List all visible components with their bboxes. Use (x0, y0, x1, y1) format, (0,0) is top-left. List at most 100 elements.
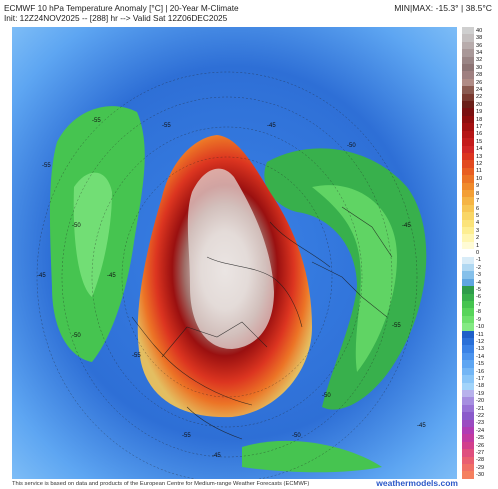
map-title: ECMWF 10 hPa Temperature Anomaly [°C] | … (4, 3, 239, 13)
color-scale-tick-label: 17 (476, 124, 483, 131)
color-scale-swatch (462, 293, 474, 302)
color-scale-swatch (462, 64, 474, 72)
brand-link[interactable]: weathermodels.com (376, 478, 458, 488)
color-scale-swatch (462, 367, 474, 376)
contour-label: -55 (392, 323, 401, 329)
color-scale-tick-label: -4 (476, 279, 481, 286)
color-scale-swatch (462, 34, 474, 42)
color-scale-swatch (462, 352, 474, 361)
color-scale-tick-label: -16 (476, 368, 485, 375)
green-area-south-strip (242, 440, 382, 473)
contour-label: -45 (267, 123, 276, 129)
color-scale-tick-label: -9 (476, 316, 481, 323)
color-scale-tick-label: 22 (476, 94, 483, 101)
contour-label: -55 (182, 433, 191, 439)
color-scale-swatch (462, 138, 474, 146)
temperature-anomaly-map: -55 -50 -45 -55 -45 -50 -55 -45 -50 -45 -55 -50 -45 -… (12, 27, 457, 479)
color-scale-tick-label: -25 (476, 435, 485, 442)
color-scale-swatch (462, 338, 474, 346)
data-credit: This service is based on data and produc… (12, 481, 310, 487)
color-scale-tick-label: -22 (476, 413, 485, 420)
color-scale-swatch (462, 197, 474, 205)
contour-label: -45 (107, 273, 116, 279)
color-scale-swatch (462, 115, 474, 124)
color-scale-swatch (462, 315, 474, 324)
contour-label: -55 (132, 353, 141, 359)
color-scale-tick-label: 13 (476, 153, 483, 160)
contour-label: -55 (162, 123, 171, 129)
contour-label: -55 (42, 163, 51, 169)
contour-label: -55 (92, 118, 101, 124)
color-scale-swatch (462, 256, 474, 264)
color-scale-tick-label: 26 (476, 79, 483, 86)
color-scale-tick-label: -6 (476, 294, 481, 301)
color-scale-swatch (462, 456, 474, 464)
color-scale-swatch (462, 463, 474, 472)
color-scale-swatch (462, 449, 474, 457)
color-scale-swatch (462, 93, 474, 102)
color-scale-tick-label: -27 (476, 450, 485, 457)
color-scale-tick-label: 19 (476, 109, 483, 116)
color-scale-tick-label: -3 (476, 272, 481, 279)
color-scale-tick-label: -18 (476, 383, 485, 390)
color-scale-swatch (462, 78, 474, 87)
color-scale-swatch (462, 412, 474, 420)
color-scale-tick-label: -28 (476, 457, 485, 464)
color-scale-swatch (462, 108, 474, 116)
color-scale-swatch (462, 397, 474, 405)
color-scale-tick-label: -19 (476, 390, 485, 397)
color-scale-tick-label: 11 (476, 168, 482, 175)
color-scale-swatch (462, 175, 474, 183)
contour-label: -45 (402, 223, 411, 229)
color-scale-tick-label: 2 (476, 235, 480, 242)
color-scale-swatch (462, 160, 474, 168)
color-scale-tick-label: 40 (476, 27, 483, 34)
color-scale-swatch (462, 226, 474, 235)
color-scale-swatch (462, 241, 474, 250)
color-scale-tick-label: 14 (476, 146, 483, 153)
color-scale-swatch (462, 345, 474, 353)
color-scale-swatch (462, 330, 474, 339)
color-scale-tick-label: 7 (476, 198, 480, 205)
green-area-asia-core (312, 185, 397, 372)
color-scale-swatch (462, 271, 474, 279)
color-scale-tick-label: 8 (476, 190, 480, 197)
color-scale-tick-label: 18 (476, 116, 483, 123)
contour-label: -50 (322, 393, 331, 399)
color-scale-swatch (462, 426, 474, 435)
color-scale-tick-label: -7 (476, 301, 481, 308)
contour-label: -50 (292, 433, 301, 439)
color-scale-swatch (462, 204, 474, 213)
color-scale-tick-label: -20 (476, 398, 485, 405)
color-scale-swatch (462, 301, 474, 309)
color-scale-ticks: 40 38 36 34 32 30 28 26 24 22 20 19 18 17 16 15 14 13 12 11… (476, 27, 498, 479)
color-scale-swatch (462, 249, 474, 257)
color-scale-swatch (462, 27, 474, 35)
green-area-asia-crescent (264, 148, 427, 410)
color-scale-swatch (462, 71, 474, 79)
color-scale-tick-label: -17 (476, 375, 485, 382)
color-scale-tick-label: 9 (476, 183, 480, 190)
color-scale-tick-label: -26 (476, 442, 485, 449)
color-scale-swatch (462, 234, 474, 242)
contour-label: -45 (212, 453, 221, 459)
color-scale-tick-label: 10 (476, 175, 483, 182)
color-scale-tick-label: 36 (476, 42, 483, 49)
color-scale-tick-label: 28 (476, 72, 483, 79)
init-valid-line: Init: 12Z24NOV2025 -- [288] hr --> Valid… (4, 13, 228, 23)
color-scale-swatch (462, 101, 474, 109)
color-scale-tick-label: -30 (476, 472, 485, 479)
color-scale-swatch (462, 323, 474, 331)
color-scale-swatch (462, 41, 474, 50)
color-scale-swatch (462, 189, 474, 198)
color-scale-tick-label: -24 (476, 427, 485, 434)
contour-label: -50 (347, 143, 356, 149)
min-max-readout: MIN|MAX: -15.3° | 38.5°C (394, 3, 492, 13)
color-scale-swatch (462, 419, 474, 427)
color-scale-tick-label: -5 (476, 287, 481, 294)
color-scale-swatch (462, 434, 474, 442)
color-scale-tick-label: 15 (476, 138, 483, 145)
contour-label: -45 (37, 273, 46, 279)
color-scale-tick-label: -29 (476, 464, 485, 471)
contour-lines (36, 71, 418, 479)
